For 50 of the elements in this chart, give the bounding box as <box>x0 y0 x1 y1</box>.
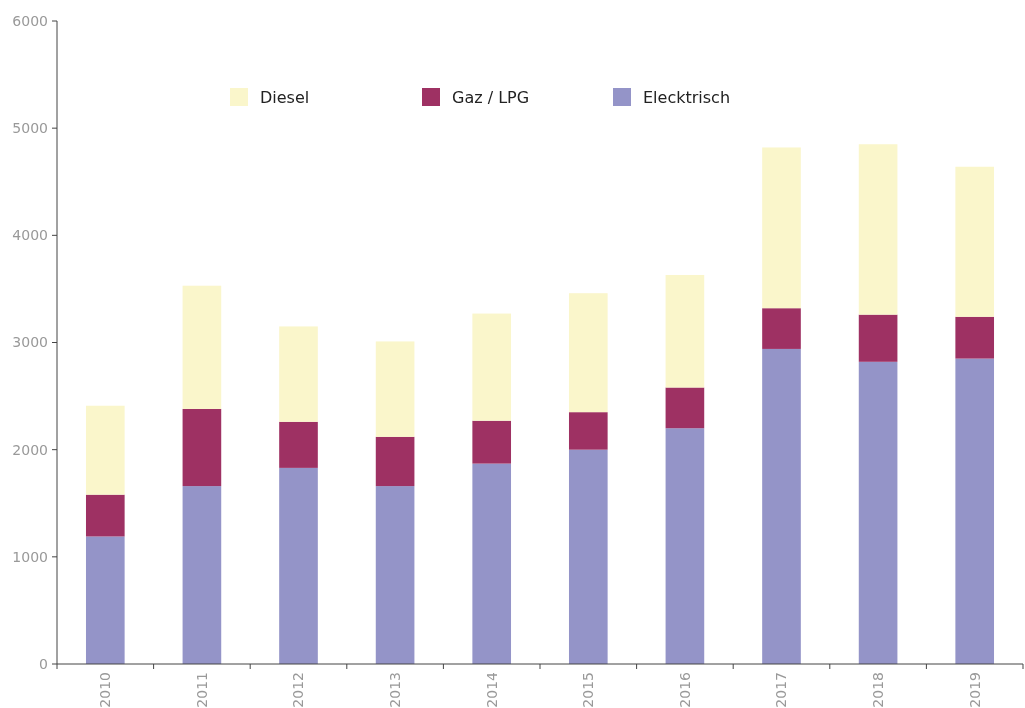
legend-label: Elecktrisch <box>643 87 731 107</box>
bar <box>279 421 318 468</box>
bar <box>85 536 125 664</box>
bar <box>375 486 415 664</box>
x-tick-label: 2018 <box>870 672 886 708</box>
bar <box>858 314 898 362</box>
x-tick-label: 2012 <box>290 672 307 708</box>
bar <box>472 463 512 664</box>
bar <box>568 293 608 413</box>
y-tick-label: 4000 <box>12 227 48 244</box>
x-tick-label: 2019 <box>966 672 983 708</box>
bar <box>858 144 898 315</box>
bar <box>182 285 222 409</box>
bar <box>375 436 415 487</box>
bar <box>665 428 705 664</box>
x-tick-label: 2011 <box>193 672 210 708</box>
bar <box>85 405 125 495</box>
x-tick-label: 2014 <box>483 671 500 708</box>
bar <box>375 341 415 437</box>
bar <box>182 408 222 487</box>
x-tick-label: 2013 <box>387 672 403 708</box>
y-tick-label: 5000 <box>12 120 48 137</box>
y-tick-label: 0 <box>39 655 48 672</box>
bar <box>182 486 222 664</box>
bar <box>85 494 125 537</box>
legend-label: Gaz / LPG <box>452 87 530 107</box>
bar <box>568 449 608 664</box>
x-tick-label: 2017 <box>773 672 790 708</box>
x-tick-label: 2010 <box>97 672 114 708</box>
y-tick-label: 1000 <box>12 548 48 565</box>
y-tick-label: 2000 <box>12 441 48 458</box>
bar <box>279 467 318 664</box>
bar <box>762 147 801 309</box>
bar <box>762 348 801 664</box>
bar <box>665 387 705 429</box>
bar <box>665 274 705 388</box>
y-tick-label: 3000 <box>12 334 48 351</box>
bar <box>955 166 995 317</box>
x-tick-label: 2015 <box>580 672 597 708</box>
bar <box>762 308 801 349</box>
bar <box>568 412 608 450</box>
bar <box>279 326 318 422</box>
bar <box>955 316 995 359</box>
legend-label: Diesel <box>260 87 310 107</box>
bar <box>858 361 898 664</box>
x-tick-label: 2016 <box>676 671 693 708</box>
bar <box>472 313 512 421</box>
y-tick-label: 6000 <box>12 12 48 29</box>
bar <box>472 420 512 464</box>
bar <box>955 358 995 664</box>
